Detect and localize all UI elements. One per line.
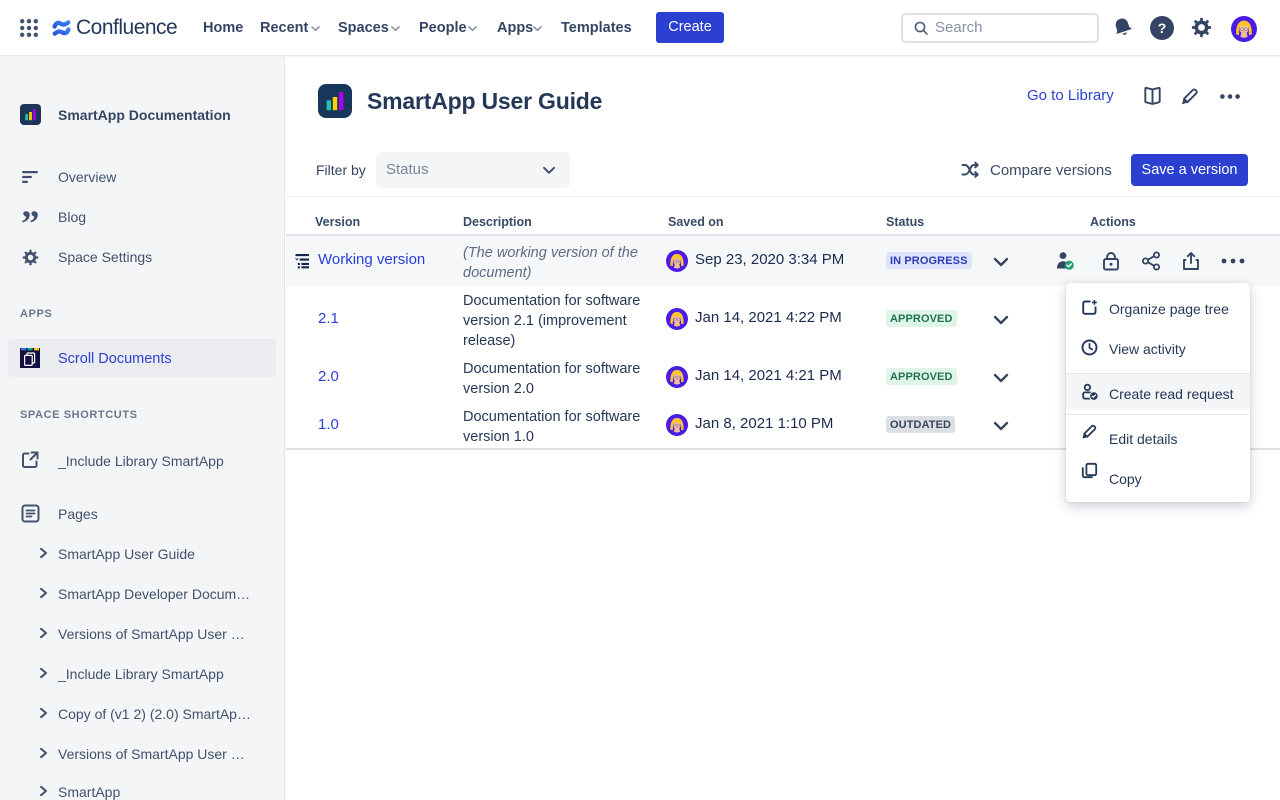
svg-text:?: ? [1158,20,1167,36]
